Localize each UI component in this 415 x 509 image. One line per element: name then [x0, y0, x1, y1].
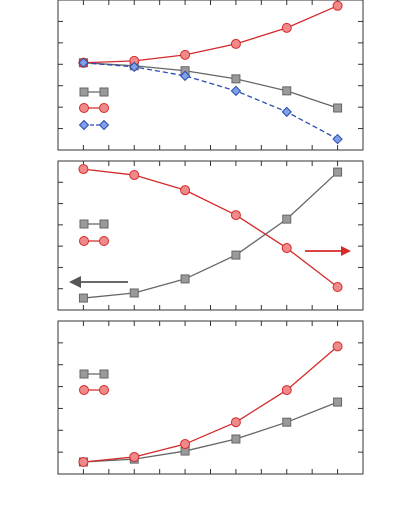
legend-marker: [98, 119, 110, 131]
marker: [231, 250, 241, 260]
marker: [78, 57, 89, 68]
legend-marker: [99, 369, 109, 379]
legend-marker: [79, 236, 89, 246]
legend-marker: [79, 219, 89, 229]
legend-marker: [99, 219, 109, 229]
marker: [78, 293, 88, 303]
marker: [129, 170, 140, 181]
marker: [78, 164, 89, 175]
marker: [180, 274, 190, 284]
legend-marker: [99, 87, 109, 97]
marker: [281, 243, 292, 254]
marker: [281, 22, 292, 33]
marker: [281, 106, 292, 118]
legend-marker: [99, 103, 109, 113]
legend-marker: [79, 103, 89, 113]
legend-marker: [79, 385, 89, 395]
marker: [282, 86, 292, 96]
marker: [230, 38, 241, 49]
plot-frame: [57, 160, 364, 311]
marker: [180, 185, 191, 196]
marker: [332, 341, 343, 352]
marker: [230, 85, 242, 97]
marker: [78, 456, 89, 467]
plot-frame: [57, 320, 364, 475]
marker: [333, 167, 343, 177]
series-line: [83, 62, 338, 140]
marker: [333, 103, 343, 113]
legend-marker: [79, 369, 89, 379]
marker: [180, 439, 191, 450]
marker: [333, 397, 343, 407]
marker: [179, 70, 191, 82]
series-line: [83, 345, 339, 463]
legend-marker: [99, 236, 109, 246]
marker: [230, 417, 241, 428]
marker: [180, 49, 191, 60]
legend-marker: [79, 87, 89, 97]
series-line: [83, 5, 338, 64]
marker: [129, 61, 140, 73]
marker: [332, 0, 343, 11]
marker: [281, 385, 292, 396]
marker: [282, 214, 292, 224]
marker: [332, 133, 343, 145]
legend-marker: [78, 119, 90, 131]
marker: [282, 417, 292, 427]
marker: [231, 434, 241, 444]
series-line: [83, 168, 338, 288]
legend-marker: [99, 385, 109, 395]
marker: [332, 282, 343, 293]
series-line: [83, 401, 338, 463]
series-line: [83, 62, 338, 109]
marker: [129, 288, 139, 298]
marker: [129, 451, 140, 462]
marker: [230, 210, 241, 221]
marker: [231, 74, 241, 84]
series-line: [83, 171, 339, 299]
